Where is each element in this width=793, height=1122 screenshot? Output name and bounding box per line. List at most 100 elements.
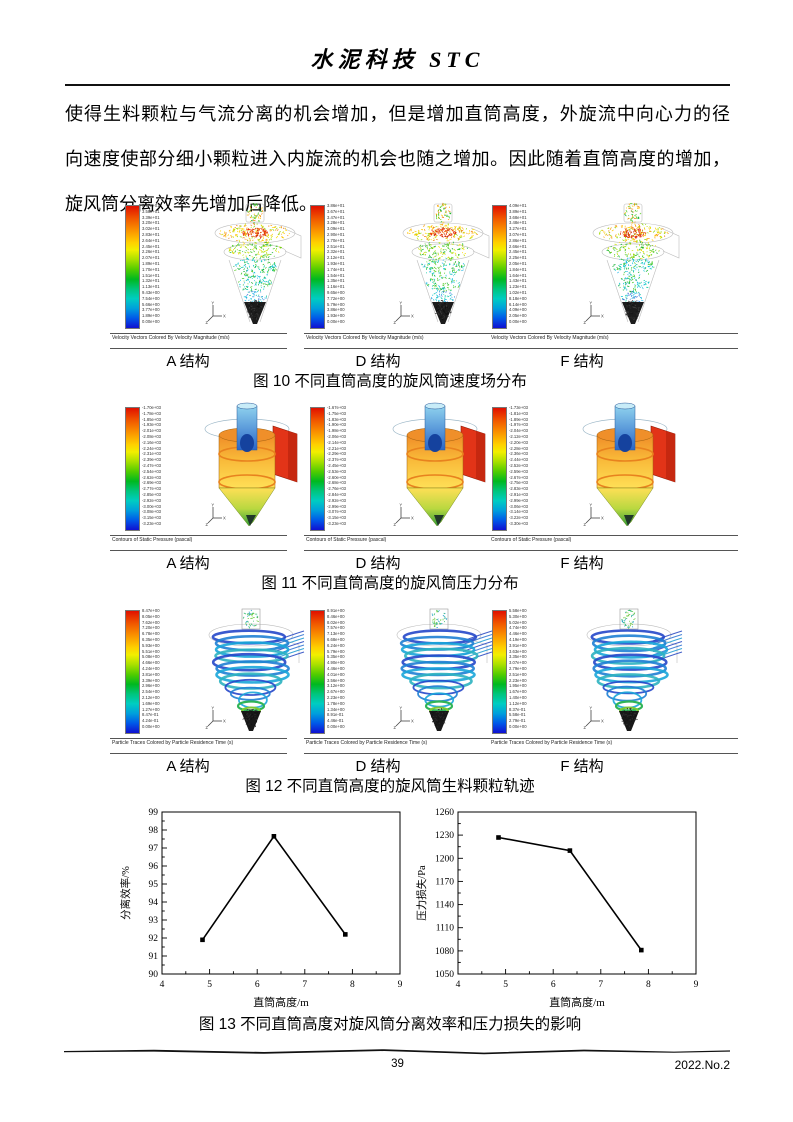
pressure-loss-chart: 4 5 6 7 8 9 1050 1080 1110 1140 1170 1200 1230 1260 直筒… xyxy=(414,803,709,1010)
svg-text:90: 90 xyxy=(149,970,159,980)
pressure-loss-plot: 4 5 6 7 8 9 1050 1080 1110 1140 1170 1200 1230 1260 直筒… xyxy=(415,808,699,1009)
svg-text:1200: 1200 xyxy=(435,854,454,864)
svg-text:Y: Y xyxy=(211,706,214,711)
fig12-subfigure-D: 8.91e+00 8.46e+00 8.02e+00 7.57e+00 7.13e+00… xyxy=(304,605,493,757)
fig11-subfigure-D: -1.67e+03 -1.75e+03 -1.83e+03 -1.90e+03 -1.9… xyxy=(304,402,492,554)
svg-text:X: X xyxy=(411,314,414,319)
svg-text:压力损失/Pa: 压力损失/Pa xyxy=(415,865,428,921)
svg-text:95: 95 xyxy=(149,880,159,890)
fig10-cyclone-F-image: Y X Z xyxy=(584,202,680,325)
fluent-caption: Velocity Vectors Colored By Velocity Mag… xyxy=(491,335,609,341)
fig13-caption: 图 13 不同直筒高度对旋风筒分离效率和压力损失的影响 xyxy=(198,1016,582,1033)
fig10-caption: 图 10 不同直筒高度的旋风筒速度场分布 xyxy=(253,373,527,390)
svg-text:Y: Y xyxy=(589,706,592,711)
subfigure-rule xyxy=(304,535,492,536)
fig11-cyclone-F-image: Y X Z xyxy=(582,402,676,527)
fluent-caption: Contours of Static Pressure (pascal) xyxy=(112,537,193,543)
svg-text:Z: Z xyxy=(584,725,587,730)
fig12-label-F: F 结构 xyxy=(560,758,604,775)
fluent-caption: Velocity Vectors Colored By Velocity Mag… xyxy=(306,335,424,341)
colorbar-gradient xyxy=(310,610,325,734)
fig12-cyclone-D-image: Y X Z xyxy=(394,608,493,731)
svg-text:7: 7 xyxy=(302,980,307,990)
svg-text:4: 4 xyxy=(160,980,165,990)
subfigure-rule xyxy=(110,348,287,349)
svg-text:直筒高度/m: 直筒高度/m xyxy=(549,995,605,1009)
svg-text:1170: 1170 xyxy=(435,877,454,887)
subfigure-rule xyxy=(110,550,287,551)
fig10-label-A: A 结构 xyxy=(166,353,210,370)
colorbar-gradient xyxy=(492,205,507,329)
svg-text:7: 7 xyxy=(598,980,603,990)
colorbar-gradient xyxy=(125,610,140,734)
fig10-label-D: D 结构 xyxy=(355,353,401,370)
colorbar-tick-labels: 3.86e+01 3.67e+01 3.47e+01 3.28e+01 3.09e+01… xyxy=(327,203,345,324)
subfigure-rule xyxy=(304,333,492,334)
fig12-caption: 图 12 不同直筒高度的旋风筒生料颗粒轨迹 xyxy=(245,778,535,795)
svg-text:X: X xyxy=(601,314,604,319)
colorbar-tick-labels: 8.47e+00 8.05e+00 7.62e+00 7.20e+00 6.78e+00… xyxy=(142,608,160,729)
fig10-subfigure-F: 4.09e+01 3.89e+01 3.68e+01 3.48e+01 3.27e+01… xyxy=(489,200,738,352)
colorbar-tick-labels: -1.67e+03 -1.75e+03 -1.83e+03 -1.90e+03 -1.9… xyxy=(327,405,346,526)
fig11-subfigure-F: -1.73e+03 -1.81e+03 -1.89e+03 -1.97e+03 -2.0… xyxy=(489,402,738,554)
colorbar-gradient xyxy=(310,205,325,329)
svg-text:Y: Y xyxy=(589,301,592,306)
fig12-cyclone-A-image: Y X Z xyxy=(206,608,305,731)
subfigure-rule xyxy=(110,738,287,739)
svg-text:9: 9 xyxy=(694,980,699,990)
svg-text:1110: 1110 xyxy=(436,924,455,934)
svg-text:Z: Z xyxy=(206,522,209,527)
subfigure-rule xyxy=(489,550,738,551)
fluent-caption: Contours of Static Pressure (pascal) xyxy=(306,537,387,543)
svg-text:X: X xyxy=(601,719,604,724)
svg-text:5: 5 xyxy=(503,980,508,990)
svg-text:Z: Z xyxy=(394,522,397,527)
fig10-label-F: F 结构 xyxy=(560,353,604,370)
fig12-subfigure-F: 5.58e+00 5.30e+00 5.02e+00 4.74e+00 4.46e+00… xyxy=(489,605,738,757)
svg-text:Z: Z xyxy=(206,320,209,325)
svg-text:91: 91 xyxy=(149,952,159,962)
svg-text:Y: Y xyxy=(211,301,214,306)
journal-title: 水泥科技 STC xyxy=(310,47,485,72)
svg-text:Z: Z xyxy=(206,725,209,730)
colorbar-gradient xyxy=(310,407,325,531)
svg-text:Y: Y xyxy=(211,503,214,508)
svg-text:8: 8 xyxy=(350,980,355,990)
svg-text:分离效率/%: 分离效率/% xyxy=(119,866,132,920)
svg-text:X: X xyxy=(601,516,604,521)
svg-text:1230: 1230 xyxy=(435,831,454,841)
subfigure-rule xyxy=(304,738,492,739)
subfigure-rule xyxy=(110,753,287,754)
svg-text:96: 96 xyxy=(149,862,159,872)
separation-efficiency-chart: 4 5 6 7 8 9 90 91 92 93 94 95 96 97 98 99 直筒高度/m 分离效率/% xyxy=(118,803,413,1010)
colorbar-gradient xyxy=(492,610,507,734)
fig11-cyclone-A-image: Y X Z xyxy=(204,402,298,527)
svg-text:1080: 1080 xyxy=(435,947,454,957)
colorbar-tick-labels: 3.77e+01 3.58e+01 3.39e+01 3.20e+01 3.02e+01… xyxy=(142,203,160,324)
svg-text:X: X xyxy=(411,516,414,521)
svg-text:直筒高度/m: 直筒高度/m xyxy=(253,995,309,1009)
svg-text:1260: 1260 xyxy=(435,808,454,818)
paragraph-line-2: 向速度使部分细小颗粒进入内旋流的机会也随之增加。因此随着直筒高度的增加， xyxy=(65,149,730,169)
svg-text:94: 94 xyxy=(149,898,159,908)
fig10-subfigure-D: 3.86e+01 3.67e+01 3.47e+01 3.28e+01 3.09e+01… xyxy=(304,200,492,352)
fig10-cyclone-D-image: Y X Z xyxy=(394,202,490,325)
svg-text:1050: 1050 xyxy=(435,970,454,980)
svg-text:Z: Z xyxy=(584,522,587,527)
paragraph-line-1: 使得生料颗粒与气流分离的机会增加，但是增加直筒高度，外旋流中向心力的径 xyxy=(65,104,730,124)
fig12-subfigure-A: 8.47e+00 8.05e+00 7.62e+00 7.20e+00 6.78e+00… xyxy=(110,605,305,757)
fluent-caption: Particle Traces Colored by Particle Resi… xyxy=(491,740,613,746)
svg-text:1140: 1140 xyxy=(435,901,454,911)
subfigure-rule xyxy=(304,348,492,349)
svg-text:97: 97 xyxy=(149,844,159,854)
fluent-caption: Contours of Static Pressure (pascal) xyxy=(491,537,572,543)
svg-text:Y: Y xyxy=(589,503,592,508)
svg-text:Y: Y xyxy=(399,301,402,306)
colorbar-tick-labels: 8.91e+00 8.46e+00 8.02e+00 7.57e+00 7.13e+00… xyxy=(327,608,345,729)
svg-text:X: X xyxy=(223,719,226,724)
fig10-subfigure-A: 3.77e+01 3.58e+01 3.39e+01 3.20e+01 3.02e+01… xyxy=(110,200,302,352)
fluent-caption: Velocity Vectors Colored By Velocity Mag… xyxy=(112,335,230,341)
subfigure-rule xyxy=(304,753,492,754)
colorbar-gradient xyxy=(125,205,140,329)
svg-text:6: 6 xyxy=(255,980,260,990)
